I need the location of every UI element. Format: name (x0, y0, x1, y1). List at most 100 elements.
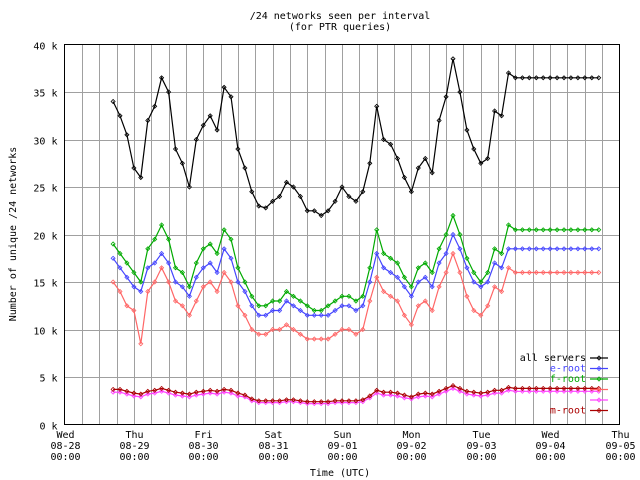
data-point (505, 246, 512, 252)
data-point (485, 389, 491, 395)
data-point (415, 165, 421, 171)
data-point (492, 246, 498, 252)
data-point (540, 269, 546, 276)
data-point (519, 246, 525, 252)
data-point (353, 198, 359, 204)
data-point (422, 260, 428, 266)
data-point (193, 389, 199, 395)
data-point (110, 279, 116, 285)
data-point (277, 298, 283, 304)
data-point (381, 265, 387, 271)
data-point (270, 307, 276, 314)
data-point (193, 298, 199, 304)
data-point (311, 208, 317, 214)
x-tick-label-time: 00:00 (466, 452, 496, 463)
data-point (457, 385, 463, 391)
data-point (242, 392, 248, 398)
data-point (277, 326, 283, 333)
data-point (318, 307, 324, 314)
data-point (429, 170, 435, 176)
x-tick-label-date: 08-30 (188, 441, 218, 452)
data-point (519, 385, 525, 391)
data-point (283, 322, 290, 328)
data-point (422, 274, 428, 280)
data-point (186, 391, 192, 397)
chart-subtitle: (for PTR queries) (289, 22, 391, 33)
data-point (152, 103, 158, 109)
data-point (152, 279, 158, 285)
data-point (422, 155, 428, 162)
x-tick-label-day: Thu (611, 430, 629, 441)
data-point (367, 298, 373, 304)
data-point (228, 255, 234, 261)
x-tick-label-time: 00:00 (119, 452, 149, 463)
data-point (325, 312, 331, 318)
data-point (561, 227, 567, 233)
data-point (110, 386, 116, 392)
data-point (339, 326, 345, 333)
data-point (297, 307, 303, 314)
data-point (436, 284, 442, 290)
data-point (575, 385, 581, 391)
data-point (311, 307, 317, 314)
data-point (263, 331, 269, 337)
data-point (138, 391, 144, 397)
legend-marker (596, 355, 602, 361)
data-point (332, 398, 338, 404)
data-point (166, 279, 172, 285)
data-point (512, 269, 518, 276)
data-point (478, 390, 484, 396)
data-point (554, 75, 560, 81)
data-point (464, 265, 470, 271)
data-point (450, 212, 456, 219)
data-point (353, 398, 359, 404)
data-point (159, 222, 165, 228)
data-point (256, 398, 262, 404)
data-point (505, 384, 512, 390)
data-point (415, 279, 421, 285)
data-point (422, 390, 428, 396)
legend-entry: all servers (520, 353, 608, 364)
x-tick-label-date: 09-03 (466, 441, 496, 452)
data-point (138, 288, 144, 295)
data-point (450, 383, 456, 389)
data-point (374, 227, 380, 233)
data-point (512, 227, 518, 233)
data-point (172, 298, 179, 304)
data-point (186, 312, 192, 318)
data-point (256, 331, 262, 337)
y-tick-label: 30 k (33, 137, 57, 148)
data-point (200, 246, 206, 252)
data-point (582, 227, 588, 233)
x-tick-label-day: Sun (333, 430, 351, 441)
data-point (131, 165, 137, 171)
data-point (394, 274, 401, 280)
data-point (540, 227, 546, 233)
series-line (112, 213, 599, 312)
data-point (221, 269, 227, 276)
data-point (263, 398, 269, 404)
data-point (124, 303, 130, 309)
data-point (450, 231, 456, 238)
data-point (443, 94, 449, 100)
legend-marker (596, 397, 602, 403)
data-point (145, 388, 151, 394)
legend-label: all servers (520, 353, 586, 364)
data-point (110, 255, 116, 261)
data-point (374, 250, 380, 257)
data-point (256, 203, 262, 209)
data-point (221, 246, 227, 252)
data-point (318, 312, 324, 318)
data-point (499, 250, 505, 257)
data-point (436, 388, 442, 394)
data-point (186, 184, 192, 190)
data-point (596, 75, 602, 81)
data-point (318, 212, 324, 219)
data-point (172, 265, 179, 271)
data-point (221, 386, 227, 392)
data-point (249, 293, 255, 299)
data-point (505, 265, 512, 271)
data-point (568, 246, 574, 252)
chart-title: /24 networks seen per interval (250, 11, 431, 22)
data-point (117, 386, 123, 392)
